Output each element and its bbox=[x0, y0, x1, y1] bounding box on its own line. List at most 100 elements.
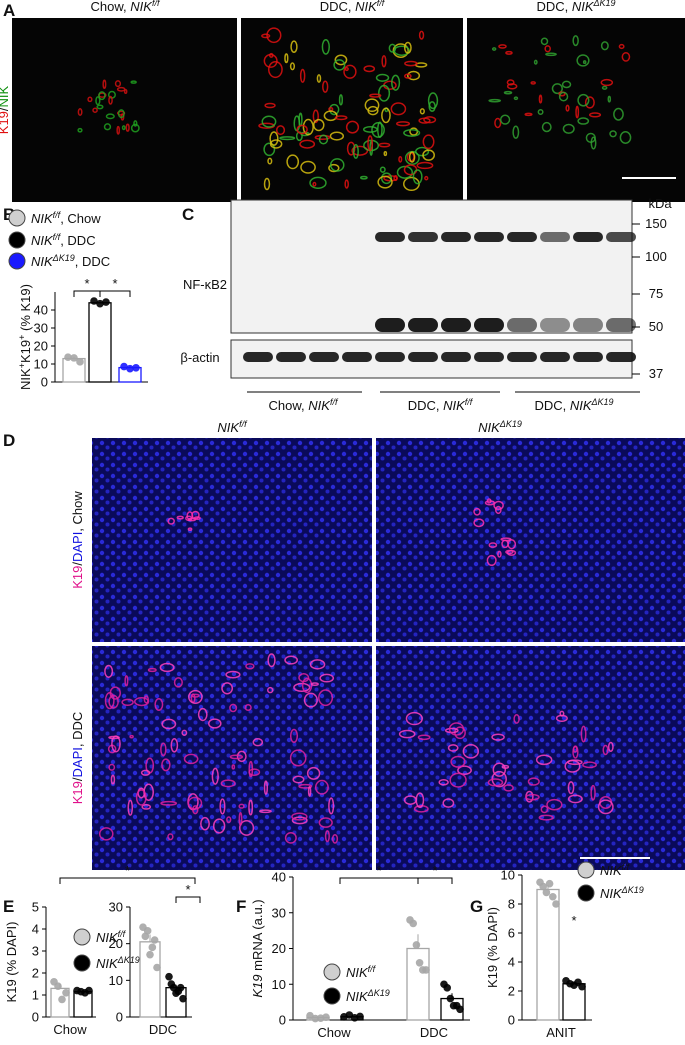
stain bbox=[607, 741, 614, 752]
data-point bbox=[102, 298, 110, 306]
marker-label: 50 bbox=[649, 319, 663, 334]
marker-label: 75 bbox=[649, 286, 663, 301]
rich-label: K19 mRNA (a.u.) bbox=[250, 899, 265, 997]
stain bbox=[371, 121, 385, 138]
stain bbox=[535, 754, 553, 766]
text-segment: , DDC bbox=[70, 712, 85, 747]
data-point bbox=[179, 994, 187, 1003]
text-segment: + bbox=[17, 363, 27, 368]
band bbox=[573, 232, 603, 242]
stain bbox=[462, 744, 480, 759]
bar bbox=[139, 941, 161, 1018]
panel-label: C bbox=[182, 205, 194, 224]
stain bbox=[238, 812, 243, 827]
y-tick-label: 8 bbox=[508, 897, 515, 912]
micrograph bbox=[241, 18, 463, 202]
text-segment: DDC, bbox=[320, 0, 355, 14]
text-segment: DAPI bbox=[70, 532, 85, 562]
unit-label: kDa bbox=[648, 196, 672, 211]
stain bbox=[238, 803, 245, 809]
significance-label: * bbox=[571, 913, 576, 928]
text-segment: NIK bbox=[31, 211, 54, 226]
stain bbox=[409, 127, 419, 136]
y-tick-label: 10 bbox=[109, 973, 123, 988]
data-point bbox=[356, 1012, 364, 1021]
text-segment: DDC, bbox=[408, 398, 443, 413]
y-tick-label: 40 bbox=[272, 870, 286, 885]
row-label: NF-κB2 bbox=[183, 277, 227, 292]
stain bbox=[417, 734, 431, 741]
stain bbox=[291, 812, 308, 821]
band bbox=[474, 352, 504, 362]
text-segment: DDC, bbox=[536, 0, 571, 14]
panel-label: E bbox=[3, 897, 14, 916]
stain bbox=[193, 516, 201, 521]
y-tick-label: 30 bbox=[109, 900, 123, 915]
text-segment: Chow, bbox=[91, 0, 131, 14]
stain bbox=[442, 798, 455, 808]
stain bbox=[295, 131, 303, 142]
text-segment: ΔK19 bbox=[367, 988, 390, 998]
data-point bbox=[120, 362, 128, 371]
stain bbox=[225, 670, 241, 679]
y-tick-label: 5 bbox=[32, 900, 39, 915]
y-tick-label: 20 bbox=[34, 339, 48, 354]
y-tick-label: 2 bbox=[32, 966, 39, 981]
stain bbox=[497, 550, 502, 558]
legend-marker bbox=[73, 954, 91, 972]
stain bbox=[110, 774, 116, 785]
stain bbox=[501, 764, 510, 769]
stain bbox=[562, 123, 575, 134]
stain bbox=[263, 780, 269, 795]
bar bbox=[406, 947, 430, 1021]
band bbox=[606, 232, 636, 242]
stain bbox=[590, 136, 597, 150]
stain bbox=[415, 792, 425, 809]
data-point bbox=[409, 919, 418, 928]
y-tick-label: 0 bbox=[508, 1013, 515, 1028]
y-tick-label: 0 bbox=[279, 1013, 286, 1028]
stain bbox=[506, 549, 517, 556]
y-tick-label: 6 bbox=[508, 926, 515, 941]
stain bbox=[391, 74, 401, 91]
stain bbox=[524, 112, 533, 117]
significance-label: * bbox=[112, 276, 117, 291]
text-segment: K19 bbox=[250, 974, 265, 997]
stain bbox=[398, 155, 403, 163]
text-segment: NIK bbox=[96, 956, 119, 971]
band bbox=[375, 352, 405, 362]
stain bbox=[600, 78, 614, 87]
text-segment: ΔK19 bbox=[621, 885, 644, 895]
stain bbox=[187, 796, 203, 810]
text-segment: NIK bbox=[570, 398, 593, 413]
y-tick-label: 4 bbox=[32, 922, 39, 937]
text-segment: DDC, bbox=[534, 398, 569, 413]
stain bbox=[609, 130, 617, 138]
band bbox=[606, 352, 636, 362]
micrograph bbox=[376, 646, 685, 870]
stain bbox=[403, 73, 412, 79]
rich-label: Chow, NIKf/f bbox=[269, 397, 339, 413]
text-segment: , Chow bbox=[70, 491, 85, 532]
stain bbox=[377, 175, 393, 189]
stain bbox=[561, 80, 572, 89]
legend-marker bbox=[323, 987, 341, 1005]
stain bbox=[380, 172, 393, 185]
stain bbox=[577, 117, 590, 125]
stain bbox=[322, 80, 329, 93]
stain bbox=[266, 27, 282, 44]
stain bbox=[116, 86, 126, 92]
stain bbox=[116, 125, 121, 135]
stain bbox=[298, 783, 313, 789]
data-point bbox=[132, 363, 140, 372]
significance-label: * bbox=[185, 882, 190, 897]
stain bbox=[505, 50, 513, 55]
stain bbox=[292, 775, 305, 784]
bar bbox=[88, 302, 112, 383]
stain bbox=[252, 738, 264, 747]
band bbox=[276, 352, 306, 362]
data-point bbox=[443, 984, 452, 992]
stain bbox=[211, 767, 219, 785]
stain bbox=[229, 754, 244, 760]
stain bbox=[267, 686, 274, 694]
